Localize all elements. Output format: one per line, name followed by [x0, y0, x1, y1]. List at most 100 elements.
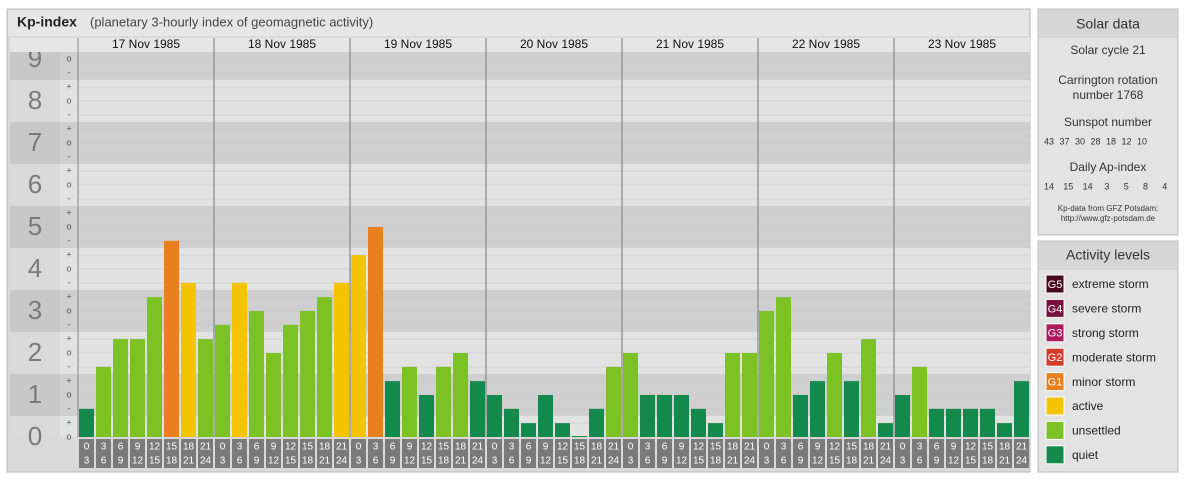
- bar: [759, 311, 774, 437]
- source: http://www.gfz-potsdam.de: [1061, 214, 1156, 223]
- level-badge: G2: [1048, 352, 1063, 364]
- bar: [1014, 381, 1029, 437]
- bar: [436, 366, 451, 437]
- bar: [572, 436, 587, 437]
- time-end: 15: [285, 456, 297, 467]
- time-box: [674, 439, 689, 468]
- time-box: [657, 439, 672, 468]
- time-end: 3: [84, 456, 90, 467]
- time-start: 21: [472, 442, 484, 453]
- time-box: [453, 439, 468, 468]
- time-start: 6: [390, 442, 396, 453]
- time-end: 6: [237, 456, 243, 467]
- minor-tick-label: +: [66, 375, 71, 385]
- carrington: number 1768: [1073, 88, 1144, 102]
- time-box: [912, 439, 927, 468]
- time-box: [215, 439, 230, 468]
- bar: [861, 339, 876, 437]
- time-start: 6: [118, 442, 124, 453]
- time-end: 12: [676, 456, 688, 467]
- time-end: 12: [404, 456, 416, 467]
- minor-tick-label: +: [66, 417, 71, 427]
- time-box: [878, 439, 893, 468]
- time-box: [572, 439, 587, 468]
- ap-value: 14: [1083, 181, 1093, 191]
- level-badge: G3: [1048, 328, 1063, 340]
- bar: [385, 381, 400, 437]
- time-box: [691, 439, 706, 468]
- bar: [402, 366, 417, 437]
- date-label: 20 Nov 1985: [520, 37, 588, 51]
- time-box: [844, 439, 859, 468]
- level-swatch: [1045, 396, 1065, 416]
- time-box: [470, 439, 485, 468]
- time-end: 3: [628, 456, 634, 467]
- level-label: quiet: [1072, 448, 1099, 462]
- time-start: 18: [727, 442, 739, 453]
- time-end: 24: [880, 456, 892, 467]
- time-start: 9: [951, 442, 957, 453]
- date-label: 21 Nov 1985: [656, 37, 724, 51]
- time-box: [793, 439, 808, 468]
- time-end: 12: [812, 456, 824, 467]
- time-start: 9: [815, 442, 821, 453]
- bar: [929, 408, 944, 437]
- minor-tick-label: o: [66, 389, 71, 399]
- time-start: 6: [934, 442, 940, 453]
- level-badge: G4: [1048, 303, 1063, 315]
- bar: [963, 408, 978, 437]
- time-box: [130, 439, 145, 468]
- bar: [708, 423, 723, 437]
- time-box: [929, 439, 944, 468]
- time-end: 21: [455, 456, 467, 467]
- minor-tick-label: +: [66, 165, 71, 175]
- axis-band: [10, 122, 60, 164]
- time-start: 6: [662, 442, 668, 453]
- time-box: [861, 439, 876, 468]
- bar: [589, 408, 604, 437]
- time-start: 12: [557, 442, 569, 453]
- band: [10, 416, 1030, 437]
- axis-band: [10, 332, 60, 374]
- minor-tick-label: -: [68, 277, 71, 287]
- time-start: 15: [166, 442, 178, 453]
- time-box: [351, 439, 366, 468]
- bar: [555, 423, 570, 437]
- bar: [317, 297, 332, 437]
- sunspot-value: 43: [1044, 136, 1054, 146]
- time-end: 9: [118, 456, 124, 467]
- minor-tick-label: o: [66, 179, 71, 189]
- bar: [79, 408, 94, 437]
- minor-tick-label: o: [66, 95, 71, 105]
- ap-value: 15: [1063, 181, 1073, 191]
- time-start: 6: [798, 442, 804, 453]
- bar: [266, 353, 281, 437]
- time-box: [164, 439, 179, 468]
- time-start: 0: [628, 442, 634, 453]
- level-label: severe storm: [1072, 302, 1141, 316]
- bar: [844, 381, 859, 437]
- bar: [674, 395, 689, 437]
- time-box: [232, 439, 247, 468]
- time-box: [300, 439, 315, 468]
- solar-header: [1039, 10, 1177, 38]
- minor-tick-label: +: [66, 123, 71, 133]
- time-box: [606, 439, 621, 468]
- time-start: 3: [237, 442, 243, 453]
- time-end: 6: [509, 456, 515, 467]
- y-tick-label: 6: [28, 169, 42, 199]
- time-box: [113, 439, 128, 468]
- time-start: 0: [492, 442, 498, 453]
- bar: [113, 339, 128, 437]
- time-end: 9: [798, 456, 804, 467]
- time-end: 24: [608, 456, 620, 467]
- level-badge: G1: [1048, 377, 1063, 389]
- time-end: 21: [183, 456, 195, 467]
- y-tick-label: 8: [28, 85, 42, 115]
- time-start: 9: [271, 442, 277, 453]
- sunspot-value: 12: [1121, 136, 1131, 146]
- time-box: [181, 439, 196, 468]
- solar-panel: [1037, 8, 1179, 236]
- time-start: 0: [220, 442, 226, 453]
- time-end: 18: [846, 456, 858, 467]
